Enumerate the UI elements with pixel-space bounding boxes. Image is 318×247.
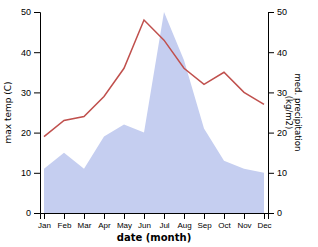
tick-mark — [204, 213, 205, 219]
tick: Nov — [237, 213, 251, 230]
tick-mark — [268, 133, 274, 134]
tick: Sep — [197, 213, 212, 230]
axis-line — [41, 214, 269, 220]
tick-label: Dec — [257, 221, 271, 230]
tick-label: Jun — [138, 221, 151, 230]
tick: 50 — [268, 7, 287, 17]
tick-label: 40 — [277, 48, 287, 58]
plot-area — [44, 12, 264, 213]
tick: 50 — [21, 7, 40, 17]
tick: Mar — [78, 213, 92, 230]
tick-mark — [184, 213, 185, 219]
tick-mark — [244, 213, 245, 219]
tick: 40 — [268, 48, 287, 58]
x-axis: Jan Feb Mar Apr May Jun Jul Aug Sep Oct Nov Dec — [38, 213, 272, 230]
tick-mark — [268, 173, 274, 174]
tick: 20 — [268, 128, 287, 138]
tick-label: 20 — [277, 128, 287, 138]
tick-label: Jan — [38, 221, 51, 230]
y-axis: 0 10 20 30 40 50 — [21, 7, 41, 218]
y2-axis-title: med. precipitation(kg/m2) — [284, 74, 303, 152]
tick-label: Mar — [78, 221, 92, 230]
tick-mark — [124, 213, 125, 219]
area — [44, 12, 264, 213]
tick-label: May — [117, 221, 132, 230]
tick-mark — [84, 213, 85, 219]
tick: 20 — [21, 128, 40, 138]
tick-label: Apr — [98, 221, 111, 230]
chart: Jan Feb Mar Apr May Jun Jul Aug Sep Oct Nov Dec 0 10 2… — [0, 0, 318, 247]
tick: May — [117, 213, 132, 230]
tick-mark — [268, 52, 274, 53]
tick: Jul — [159, 213, 169, 230]
tick: Jan — [38, 213, 51, 230]
tick-mark — [164, 213, 165, 219]
tick: 0 — [26, 208, 40, 218]
tick-label: Nov — [237, 221, 251, 230]
tick-mark — [34, 213, 40, 214]
tick-mark — [224, 213, 225, 219]
tick: Feb — [58, 213, 72, 230]
tick-mark — [44, 213, 45, 219]
tick: Oct — [218, 213, 231, 230]
tick-mark — [34, 133, 40, 134]
tick-label: Aug — [177, 221, 191, 230]
tick-mark — [268, 12, 274, 13]
tick-mark — [34, 52, 40, 53]
tick: Aug — [177, 213, 191, 230]
tick-label: Jul — [159, 221, 169, 230]
tick-mark — [268, 92, 274, 93]
x-axis-title: date (month) — [117, 232, 191, 243]
tick-label: 10 — [277, 168, 287, 178]
axis-line — [269, 13, 275, 214]
tick-label: 50 — [21, 7, 31, 17]
tick-mark — [104, 213, 105, 219]
tick: 30 — [21, 88, 40, 98]
tick: Jun — [138, 213, 151, 230]
y-axis-title: max temp (C) — [3, 81, 13, 143]
tick-label: 20 — [21, 128, 31, 138]
tick: Apr — [98, 213, 111, 230]
tick-mark — [64, 213, 65, 219]
tick: 0 — [268, 208, 282, 218]
tick-label: 0 — [277, 208, 282, 218]
tick-mark — [264, 213, 265, 219]
tick-label: Feb — [58, 221, 72, 230]
tick-mark — [34, 12, 40, 13]
tick-label: 50 — [277, 7, 287, 17]
tick: Dec — [257, 213, 271, 230]
tick-mark — [34, 92, 40, 93]
tick-label: 40 — [21, 48, 31, 58]
tick-mark — [268, 213, 274, 214]
tick-label: 0 — [26, 208, 31, 218]
tick-label: Oct — [218, 221, 231, 230]
tick: 10 — [21, 168, 40, 178]
tick-label: 30 — [21, 88, 31, 98]
tick-label: 10 — [21, 168, 31, 178]
line — [44, 20, 264, 137]
tick-mark — [34, 173, 40, 174]
tick-mark — [144, 213, 145, 219]
tick: 40 — [21, 48, 40, 58]
tick: 10 — [268, 168, 287, 178]
tick-label: Sep — [197, 221, 212, 230]
axis-line — [34, 13, 41, 214]
